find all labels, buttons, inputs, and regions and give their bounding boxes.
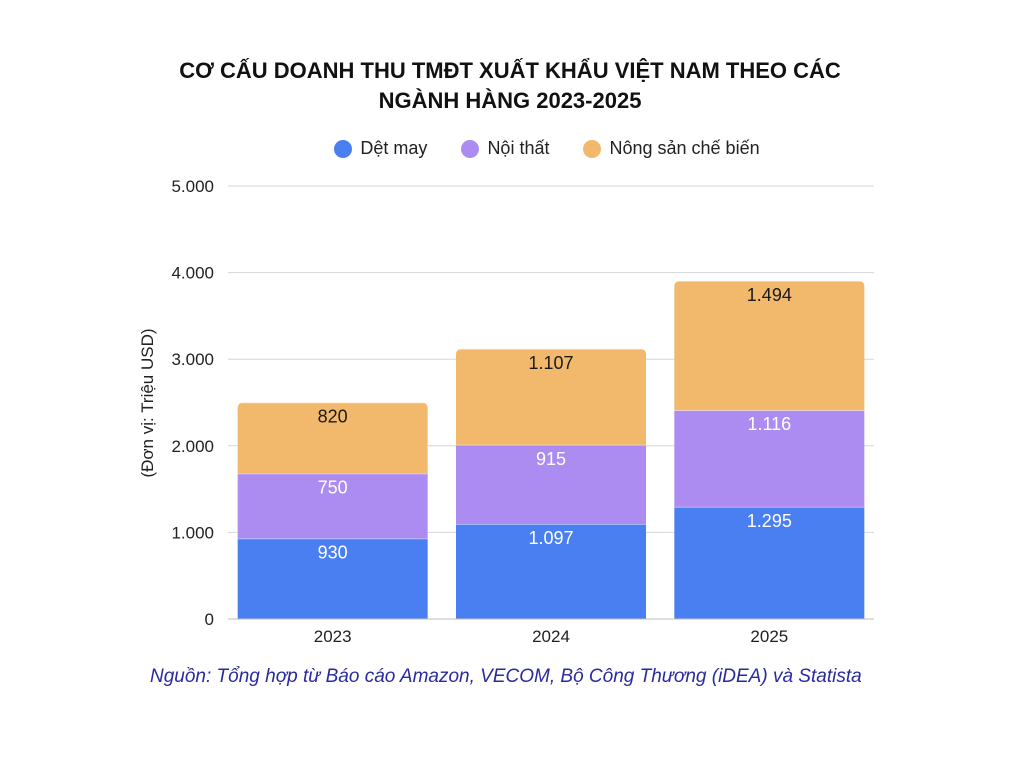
bar-segment [237, 473, 428, 539]
data-label: 1.097 [528, 528, 573, 548]
bar-segment [674, 280, 865, 411]
data-label: 820 [318, 407, 348, 427]
bar-segment [456, 348, 646, 445]
legend-label: Nội thất [487, 138, 550, 158]
bar-segment [674, 506, 865, 619]
data-label: 750 [318, 478, 348, 498]
source-note: Nguồn: Tổng hợp từ Báo cáo Amazon, VECOM… [150, 666, 862, 687]
y-tick-label: 2.000 [171, 437, 214, 456]
data-label: 915 [536, 449, 566, 469]
legend-swatch [334, 139, 353, 158]
legend-swatch [583, 139, 602, 158]
legend: Dệt may Nội thất Nông sản chế biến [0, 138, 1024, 159]
bar-segment [237, 538, 428, 619]
data-label: 1.107 [528, 353, 573, 373]
x-tick-label: 2025 [750, 627, 788, 646]
bar-segment [674, 410, 865, 507]
data-label: 1.116 [747, 414, 791, 434]
y-tick-label: 3.000 [171, 350, 214, 369]
legend-item: Dệt may [334, 138, 427, 159]
bar-segment [456, 523, 646, 619]
data-label: 1.295 [747, 511, 792, 531]
x-tick-label: 2024 [532, 627, 570, 646]
y-tick-label: 1.000 [171, 523, 214, 542]
y-axis-label: (Đơn vị: Triệu USD) [138, 328, 157, 477]
data-label: 1.494 [747, 285, 792, 305]
y-tick-label: 5.000 [171, 177, 214, 196]
y-tick-label: 0 [205, 610, 214, 629]
legend-label: Nông sản chế biến [609, 138, 760, 158]
bar-segment [237, 402, 428, 474]
chart-title: CƠ CẤU DOANH THU TMĐT XUẤT KHẨU VIỆT NAM… [179, 58, 841, 113]
legend-label: Dệt may [360, 138, 428, 158]
data-label: 930 [318, 542, 348, 562]
x-tick-label: 2023 [314, 627, 352, 646]
legend-item: Nông sản chế biến [583, 138, 760, 159]
bar-segment [456, 444, 646, 524]
legend-swatch [461, 139, 480, 158]
legend-item: Nội thất [461, 138, 549, 159]
y-tick-label: 4.000 [171, 264, 214, 283]
